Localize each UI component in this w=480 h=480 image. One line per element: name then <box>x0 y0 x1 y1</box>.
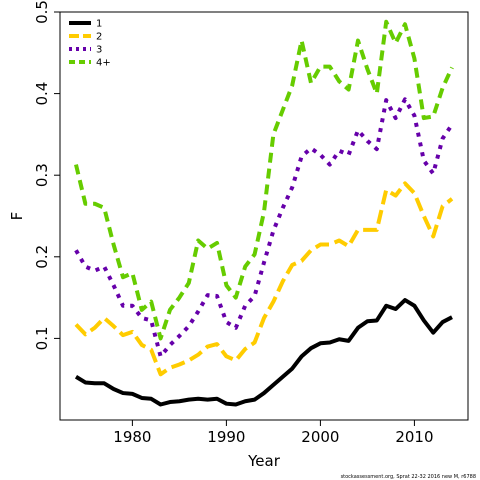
series-line-2 <box>74 181 454 377</box>
axes: 1980 1990 2000 2010 0.1 0.2 0.3 0.4 0.5 <box>33 0 469 446</box>
series-line-4plus <box>74 19 454 341</box>
y-tick-label-0.1: 0.1 <box>33 326 51 350</box>
series-line-1 <box>74 298 453 407</box>
legend-label-2: 2 <box>96 32 102 43</box>
y-tick-label-0.2: 0.2 <box>33 245 51 269</box>
legend-label-1: 1 <box>96 19 102 30</box>
x-tick-label-1990: 1990 <box>207 428 245 446</box>
y-axis-title: F <box>8 212 26 221</box>
legend-label-4plus: 4+ <box>96 58 111 69</box>
legend-label-3: 3 <box>96 45 102 56</box>
legend: 1 2 3 4+ <box>69 19 111 69</box>
series-layer <box>74 19 454 407</box>
x-tick-label-1980: 1980 <box>113 428 151 446</box>
footer-text: stockassessment.org, Sprat 22-32 2016 ne… <box>341 474 476 480</box>
x-axis: 1980 1990 2000 2010 <box>113 420 434 446</box>
y-tick-label-0.5: 0.5 <box>33 0 51 24</box>
y-axis: 0.1 0.2 0.3 0.4 0.5 <box>33 0 60 350</box>
y-tick-label-0.4: 0.4 <box>33 82 51 106</box>
x-axis-title: Year <box>247 452 281 470</box>
plot-frame <box>59 11 469 421</box>
x-tick-label-2010: 2010 <box>395 428 433 446</box>
x-tick-label-2000: 2000 <box>301 428 339 446</box>
y-tick-label-0.3: 0.3 <box>33 163 51 187</box>
series-line-3 <box>74 97 454 359</box>
